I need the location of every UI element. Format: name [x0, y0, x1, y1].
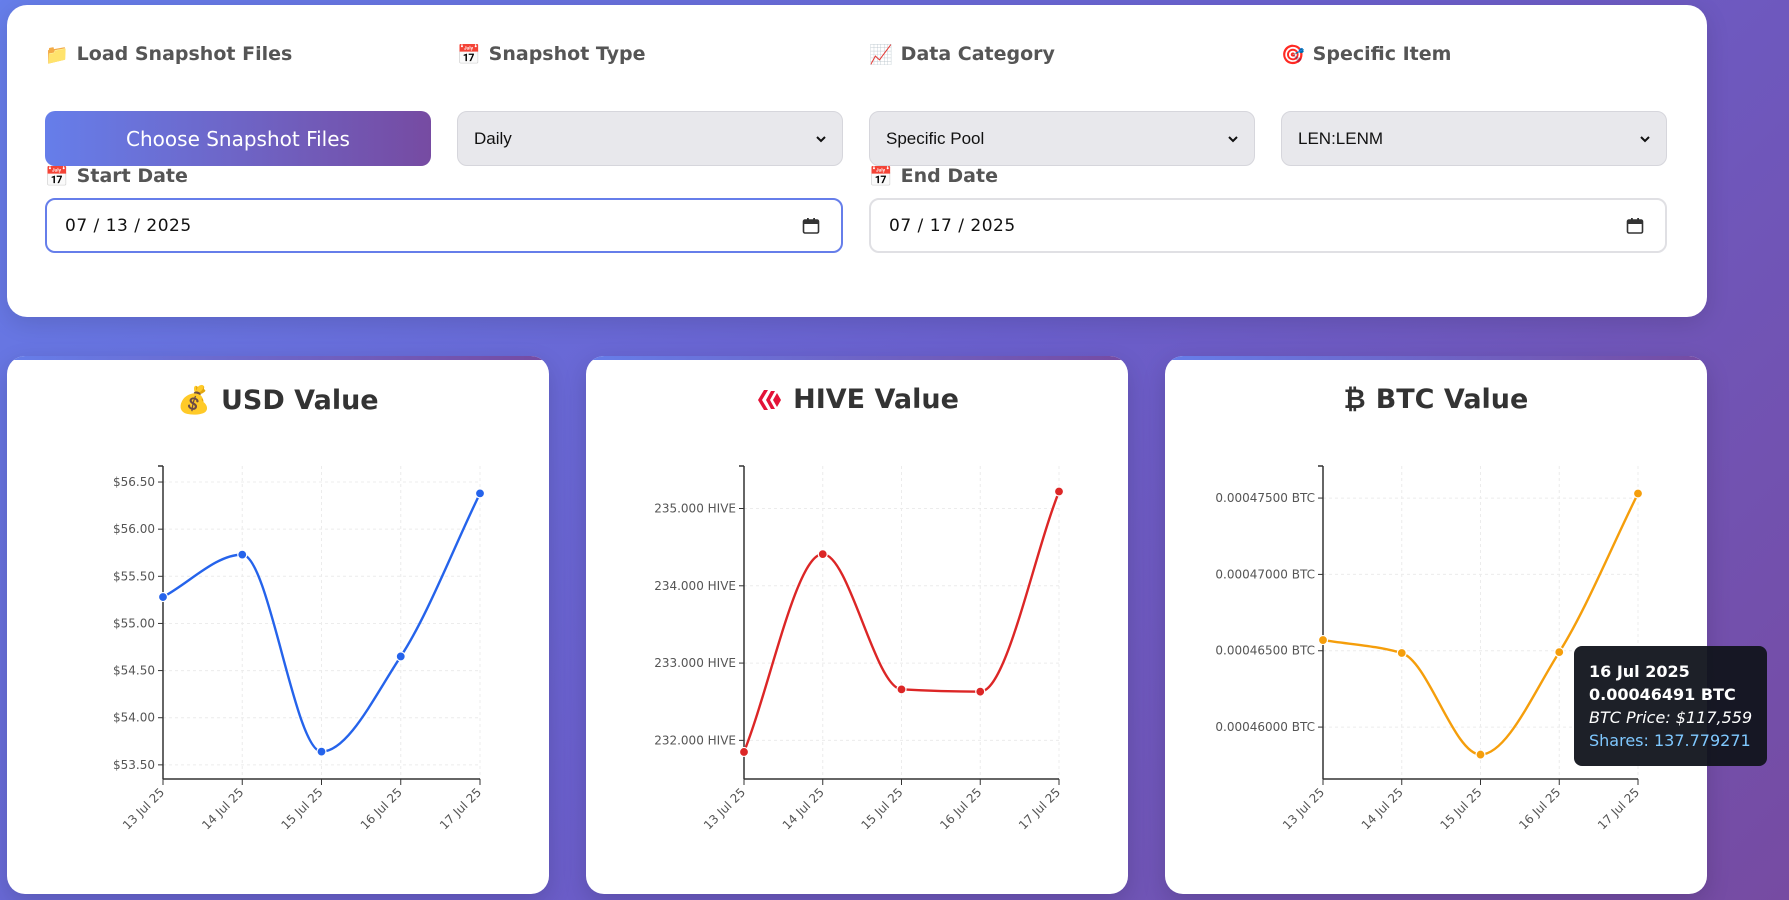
x-tick-label: 13 Jul 25 — [120, 785, 167, 832]
btc-chart-card: ₿ BTC Value 0.00046000 BTC 0.00046500 BTC… — [1165, 356, 1707, 894]
chart-icon: 📈 — [869, 43, 893, 66]
load-files-field: 📁 Load Snapshot Files Choose Snapshot Fi… — [45, 40, 431, 166]
data-category-label: 📈 Data Category — [869, 43, 1055, 66]
snapshot-type-select[interactable]: Daily — [457, 111, 843, 166]
usd-data-point — [395, 651, 406, 662]
y-tick-label: 0.00047000 BTC — [1215, 567, 1315, 581]
btc-chart-title: ₿ BTC Value — [1343, 384, 1529, 415]
x-tick-label: 16 Jul 25 — [358, 785, 405, 832]
data-category-select[interactable]: Specific Pool — [869, 111, 1255, 166]
btc-data-point — [1475, 749, 1486, 760]
hive-data-point — [975, 686, 986, 697]
hive-data-point — [1053, 486, 1065, 497]
usd-chart[interactable]: $53.50 $54.00 $54.50 $55.00 $55.50 $56.00 $56.… — [7, 356, 549, 894]
bitcoin-icon: ₿ — [1343, 384, 1366, 415]
y-tick-label: $55.00 — [113, 616, 155, 630]
x-tick-label: 17 Jul 25 — [437, 785, 484, 832]
chevron-down-icon — [816, 135, 826, 142]
controls-panel: 📁 Load Snapshot Files Choose Snapshot Fi… — [7, 5, 1707, 317]
hive-logo-icon — [758, 389, 782, 410]
y-tick-label: 0.00047500 BTC — [1215, 491, 1315, 505]
snapshot-type-label: 📅 Snapshot Type — [457, 43, 646, 66]
end-date-label: 📅 End Date — [869, 165, 998, 188]
target-icon: 🎯 — [1281, 43, 1305, 66]
y-tick-label: $56.50 — [113, 475, 155, 489]
hive-data-point — [817, 549, 828, 560]
start-date-input[interactable]: 07 / 13 / 2025 — [45, 198, 843, 253]
choose-files-button[interactable]: Choose Snapshot Files — [45, 111, 431, 166]
y-tick-label: 235.000 HIVE — [654, 502, 736, 516]
hive-series-line — [742, 491, 1061, 753]
specific-item-label: 🎯 Specific Item — [1281, 43, 1452, 66]
hive-chart-card: HIVE Value 232.000 HIVE 233.000 HIVE 234.0… — [586, 356, 1128, 894]
y-tick-label: 0.00046000 BTC — [1215, 720, 1315, 734]
btc-data-point — [1554, 647, 1565, 658]
x-tick-label: 15 Jul 25 — [858, 785, 905, 832]
x-tick-label: 15 Jul 25 — [1437, 785, 1484, 832]
y-tick-label: $56.00 — [113, 522, 155, 536]
usd-chart-title: 💰 USD Value — [177, 384, 379, 417]
y-tick-label: $54.50 — [113, 664, 155, 678]
chevron-down-icon — [1228, 135, 1238, 142]
y-tick-label: $54.00 — [113, 711, 155, 725]
chart-tooltip: 16 Jul 2025 0.00046491 BTC BTC Price: $1… — [1574, 646, 1767, 766]
snapshot-type-field: 📅 Snapshot Type Daily — [457, 40, 843, 166]
x-tick-label: 13 Jul 25 — [701, 785, 748, 832]
tooltip-price: BTC Price: $117,559 — [1589, 708, 1753, 727]
y-tick-label: 234.000 HIVE — [654, 579, 736, 593]
usd-data-point — [474, 488, 486, 499]
usd-chart-card: 💰 USD Value $53.50 $54.00 $54.50 $55.00 $55.… — [7, 356, 549, 894]
usd-data-point — [237, 549, 248, 560]
chevron-down-icon — [1640, 135, 1650, 142]
usd-data-point — [157, 591, 169, 603]
hive-data-point — [896, 684, 907, 695]
x-tick-label: 14 Jul 25 — [199, 785, 246, 832]
x-tick-label: 15 Jul 25 — [278, 785, 325, 832]
hive-chart[interactable]: 232.000 HIVE 233.000 HIVE 234.000 HIVE 235.… — [586, 356, 1128, 894]
x-tick-label: 14 Jul 25 — [1359, 785, 1406, 832]
specific-item-select[interactable]: LEN:LENM — [1281, 111, 1667, 166]
tooltip-date: 16 Jul 2025 — [1589, 662, 1690, 681]
x-tick-label: 17 Jul 25 — [1595, 785, 1642, 832]
folder-icon: 📁 — [45, 43, 69, 66]
load-files-label: 📁 Load Snapshot Files — [45, 43, 293, 66]
btc-data-point — [1396, 647, 1407, 659]
hive-chart-title: HIVE Value — [586, 384, 1128, 415]
y-tick-label: 233.000 HIVE — [654, 656, 736, 670]
btc-data-point — [1317, 634, 1329, 646]
y-tick-label: $53.50 — [113, 758, 155, 772]
specific-item-field: 🎯 Specific Item LEN:LENM — [1281, 40, 1667, 166]
btc-data-point — [1632, 488, 1644, 499]
x-tick-label: 16 Jul 25 — [937, 785, 984, 832]
btc-chart[interactable]: 0.00046000 BTC 0.00046500 BTC 0.00047000 B… — [1165, 356, 1707, 894]
calendar-icon: 📅 — [45, 165, 69, 188]
tooltip-value: 0.00046491 BTC — [1589, 685, 1736, 704]
calendar-picker-icon[interactable] — [801, 216, 821, 236]
usd-data-point — [316, 746, 327, 757]
y-tick-label: 0.00046500 BTC — [1215, 644, 1315, 658]
calendar-picker-icon[interactable] — [1625, 216, 1645, 236]
hive-data-point — [738, 746, 750, 758]
start-date-label: 📅 Start Date — [45, 165, 188, 188]
btc-series-line — [1322, 492, 1640, 756]
y-tick-label: $55.50 — [113, 569, 155, 583]
x-tick-label: 16 Jul 25 — [1516, 785, 1563, 832]
end-date-input[interactable]: 07 / 17 / 2025 — [869, 198, 1667, 253]
y-tick-label: 232.000 HIVE — [654, 733, 736, 747]
data-category-field: 📈 Data Category Specific Pool — [869, 40, 1255, 166]
money-bag-icon: 💰 — [177, 385, 211, 416]
x-tick-label: 14 Jul 25 — [780, 785, 827, 832]
x-tick-label: 17 Jul 25 — [1016, 785, 1063, 832]
calendar-icon: 📅 — [457, 43, 481, 66]
x-tick-label: 13 Jul 25 — [1280, 785, 1327, 832]
tooltip-shares: Shares: 137.779271 — [1589, 731, 1751, 750]
calendar-icon: 📅 — [869, 165, 893, 188]
